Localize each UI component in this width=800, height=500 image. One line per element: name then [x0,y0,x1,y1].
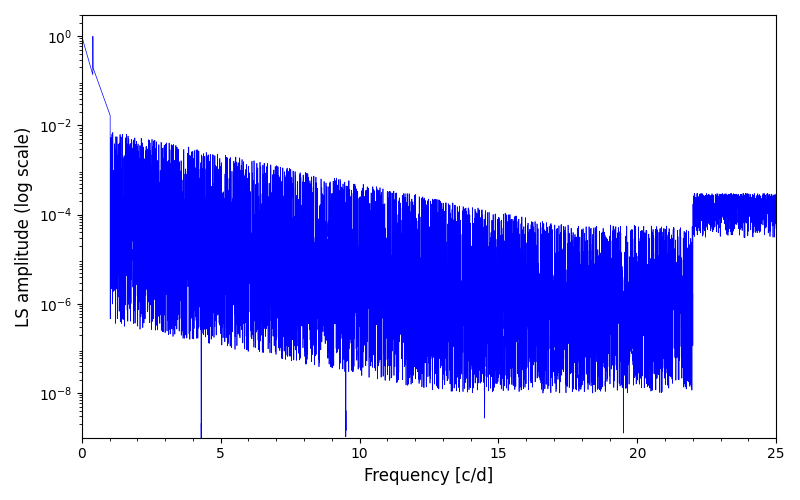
Y-axis label: LS amplitude (log scale): LS amplitude (log scale) [15,126,33,326]
X-axis label: Frequency [c/d]: Frequency [c/d] [364,467,494,485]
